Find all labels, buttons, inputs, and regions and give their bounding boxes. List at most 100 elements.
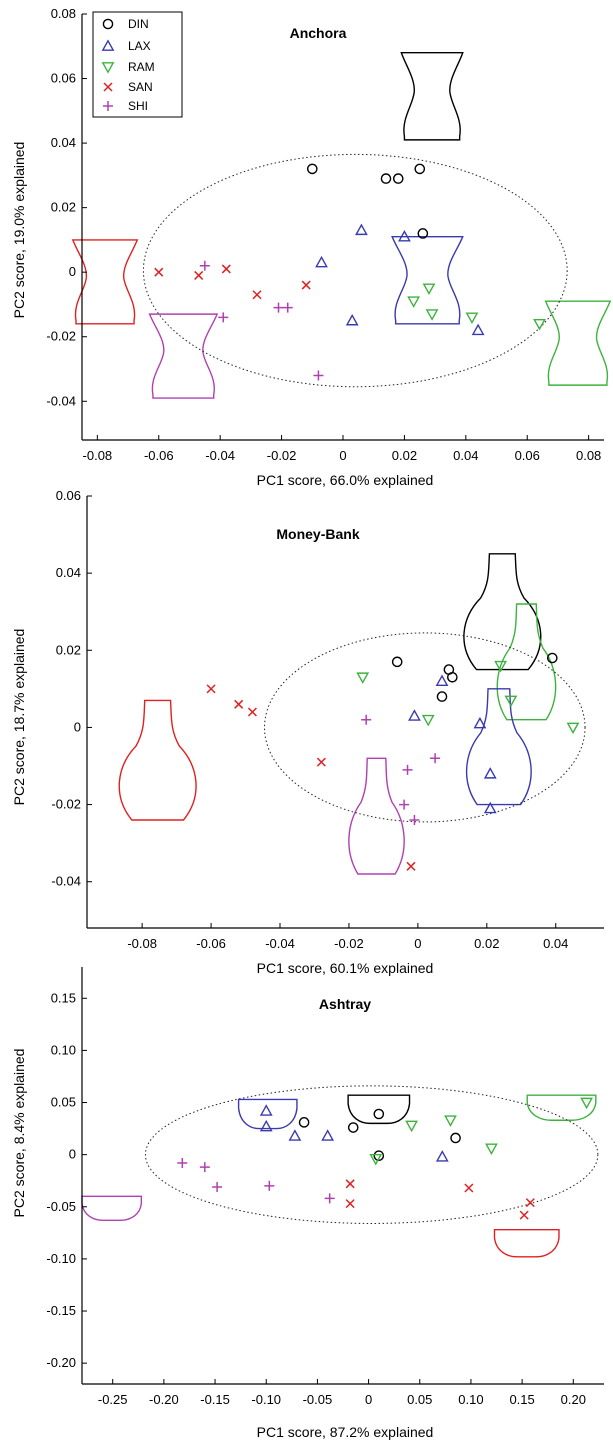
data-point-san	[525, 1198, 535, 1208]
data-point-ram	[444, 1115, 457, 1127]
data-point-lax	[398, 230, 411, 242]
x-tick-label: -0.08	[83, 448, 113, 463]
x-tick-label: -0.05	[303, 1392, 333, 1407]
y-tick-label: -0.04	[51, 874, 81, 889]
chart-title: Anchora	[290, 25, 347, 41]
axes: -0.08 -0.06 -0.04 -0.02 0 0.02 0.04 0.06 0.08 -0.…	[46, 6, 604, 463]
y-tick-label: 0.06	[51, 71, 76, 86]
legend-symbol-lax	[101, 39, 115, 51]
y-tick-label: -0.02	[51, 797, 81, 812]
data-point-san	[221, 264, 231, 274]
data-point-lax	[288, 1129, 302, 1141]
x-tick-label: -0.20	[149, 1392, 179, 1407]
data-point-san	[301, 280, 311, 290]
vessel-outline-ram	[526, 1094, 597, 1121]
x-axis-label: PC1 score, 60.1% explained	[257, 960, 434, 976]
data-point-shi	[199, 1162, 210, 1173]
x-tick-label: 0	[339, 448, 346, 463]
legend-box	[92, 11, 183, 118]
confidence-ellipse	[264, 632, 586, 823]
x-tick-label: -0.06	[144, 448, 174, 463]
legend-label-shi: SHI	[128, 99, 148, 113]
x-tick-label: -0.25	[98, 1392, 128, 1407]
vessel-outline-din	[463, 553, 542, 671]
confidence-ellipse	[142, 153, 568, 388]
x-tick-label: 0.06	[515, 448, 540, 463]
x-tick-label: 0	[414, 936, 421, 951]
data-point-ram	[405, 1120, 418, 1133]
data-point-lax	[435, 1150, 449, 1162]
legend-item-ram: RAM	[101, 60, 155, 74]
data-point-shi	[282, 302, 293, 313]
legend-label-ram: RAM	[128, 60, 155, 74]
axes: -0.25 -0.20 -0.15 -0.10 -0.05 0 0.05 0.10 0.15 0.…	[46, 967, 604, 1407]
legend-symbol-san	[103, 82, 113, 92]
data-point-shi	[324, 1193, 335, 1204]
x-tick-label: -0.10	[251, 1392, 281, 1407]
data-point-shi	[199, 260, 210, 271]
x-tick-label: 0.10	[458, 1392, 483, 1407]
confidence-ellipse-outline	[142, 153, 568, 388]
legend-marker-san	[103, 82, 113, 92]
data-point-shi	[264, 1180, 275, 1191]
data-point-din	[347, 1122, 359, 1133]
vessel-outline-din	[400, 52, 464, 141]
data-point-ram	[485, 1143, 498, 1156]
data-point-din	[306, 163, 318, 175]
data-point-ram	[422, 283, 436, 295]
data-point-shi	[273, 302, 284, 313]
data-point-ram	[369, 1153, 383, 1166]
y-tick-label: 0	[69, 264, 76, 279]
data-point-ram	[356, 672, 370, 684]
y-tick-label: -0.04	[46, 393, 76, 408]
data-point-shi	[218, 312, 229, 323]
legend-label-din: DIN	[128, 17, 149, 31]
vessel-outline-san	[71, 239, 139, 325]
data-markers	[177, 1097, 593, 1220]
data-point-lax	[259, 1119, 273, 1132]
x-tick-label: -0.08	[127, 936, 157, 951]
data-point-lax	[315, 255, 328, 268]
x-axis-label: PC1 score, 66.0% explained	[257, 472, 434, 488]
data-point-din	[373, 1150, 385, 1161]
x-tick-label: 0.02	[392, 448, 417, 463]
data-point-lax	[473, 716, 487, 729]
legend-label-lax: LAX	[128, 39, 151, 53]
data-point-shi	[177, 1157, 188, 1168]
x-tick-label: 0.05	[407, 1392, 432, 1407]
vessel-outline-lax	[391, 235, 464, 325]
vessel-outline-san	[118, 699, 197, 821]
data-point-ram	[425, 309, 439, 321]
x-tick-label: -0.04	[205, 448, 235, 463]
legend-marker-din	[102, 18, 114, 30]
legend: DIN LAX RAM SAN SHI	[92, 11, 183, 118]
legend-marker-shi	[103, 101, 113, 111]
x-tick-label: 0.04	[453, 448, 478, 463]
chart-panel-ashtray: -0.25 -0.20 -0.15 -0.10 -0.05 0 0.05 0.10 0.15 0.…	[11, 967, 604, 1440]
data-point-din	[450, 1132, 461, 1144]
y-tick-label: 0.10	[51, 1042, 76, 1057]
data-point-din	[417, 228, 429, 239]
x-tick-label: -0.06	[196, 936, 226, 951]
data-point-san	[464, 1183, 474, 1193]
legend-symbol-ram	[101, 62, 115, 74]
x-tick-label: 0.20	[561, 1392, 586, 1407]
data-point-shi	[399, 799, 410, 810]
y-axis-label: PC2 score, 19.0% explained	[11, 142, 27, 319]
data-point-din	[373, 1108, 385, 1120]
chart-title: Ashtray	[319, 996, 371, 1012]
vessel-outline-shi	[81, 1195, 143, 1222]
data-point-shi	[409, 815, 420, 825]
data-point-ram	[566, 722, 580, 735]
legend-marker-ram	[101, 62, 115, 74]
y-tick-label: 0.06	[56, 488, 81, 503]
vessel-outline-shi	[148, 313, 219, 399]
x-tick-label: 0.04	[543, 936, 568, 951]
data-point-san	[206, 684, 216, 694]
y-tick-label: 0.02	[51, 200, 76, 215]
x-tick-label: -0.04	[265, 936, 295, 951]
legend-item-shi: SHI	[103, 99, 148, 113]
data-point-din	[436, 691, 448, 702]
data-point-lax	[355, 223, 368, 236]
